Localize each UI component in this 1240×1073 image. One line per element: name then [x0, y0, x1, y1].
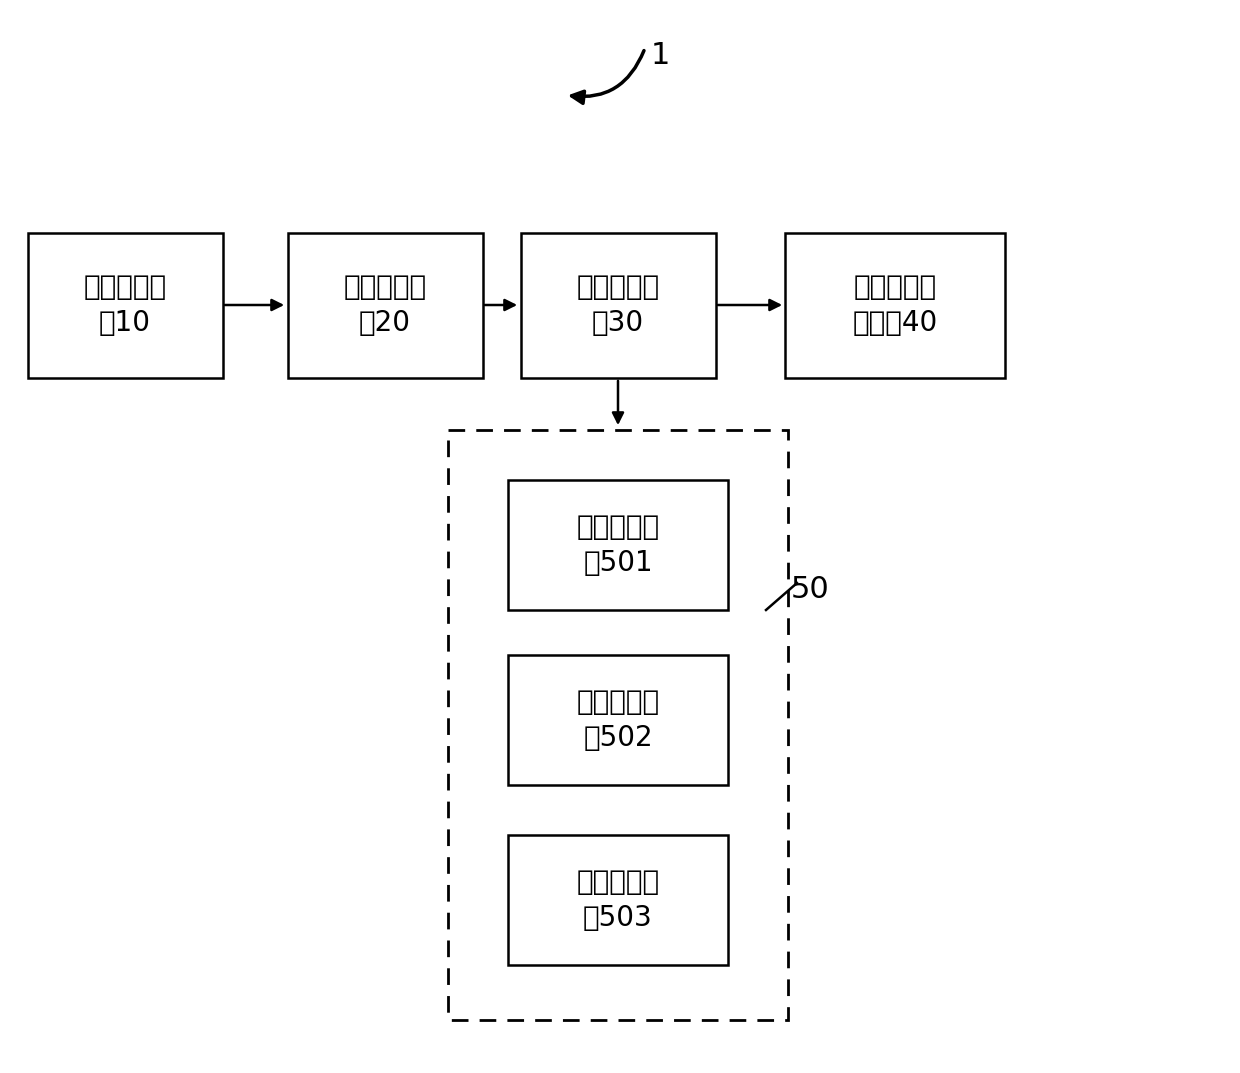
Bar [508, 480, 728, 609]
Text: 图像预设单
元10: 图像预设单 元10 [83, 273, 166, 337]
Text: 50: 50 [791, 575, 830, 604]
Text: 倾斜反馈单
元503: 倾斜反馈单 元503 [577, 868, 660, 932]
Bar [785, 233, 1004, 378]
Text: 1: 1 [650, 41, 670, 70]
Text: 上下反馈单
元502: 上下反馈单 元502 [577, 688, 660, 752]
Text: 合格模组反
馈单元40: 合格模组反 馈单元40 [852, 273, 937, 337]
Bar [288, 233, 482, 378]
Bar [508, 835, 728, 965]
Bar [521, 233, 715, 378]
Text: 图像解析单
元20: 图像解析单 元20 [343, 273, 427, 337]
Bar [448, 430, 787, 1020]
Bar [27, 233, 222, 378]
Bar [508, 655, 728, 785]
Text: 图像判断单
元30: 图像判断单 元30 [577, 273, 660, 337]
Text: 并排反馈单
元501: 并排反馈单 元501 [577, 513, 660, 577]
